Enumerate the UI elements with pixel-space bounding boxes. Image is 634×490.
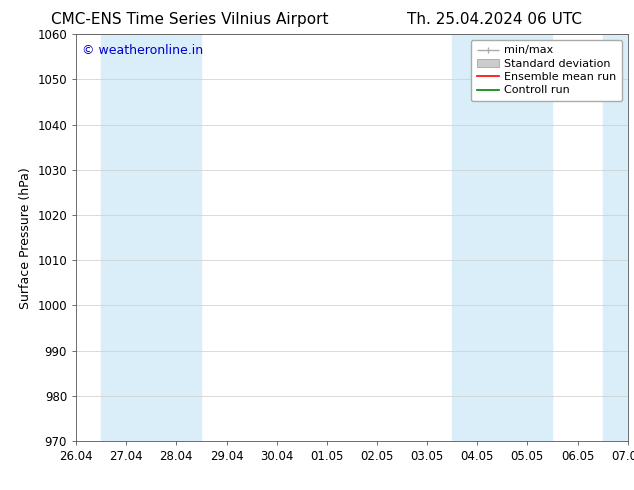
Text: Th. 25.04.2024 06 UTC: Th. 25.04.2024 06 UTC (407, 12, 582, 27)
Text: CMC-ENS Time Series Vilnius Airport: CMC-ENS Time Series Vilnius Airport (51, 12, 329, 27)
Legend: min/max, Standard deviation, Ensemble mean run, Controll run: min/max, Standard deviation, Ensemble me… (471, 40, 622, 101)
Bar (101, 34, 202, 441)
Bar (452, 34, 552, 441)
Text: © weatheronline.in: © weatheronline.in (82, 45, 203, 57)
Y-axis label: Surface Pressure (hPa): Surface Pressure (hPa) (19, 167, 32, 309)
Bar (602, 34, 634, 441)
